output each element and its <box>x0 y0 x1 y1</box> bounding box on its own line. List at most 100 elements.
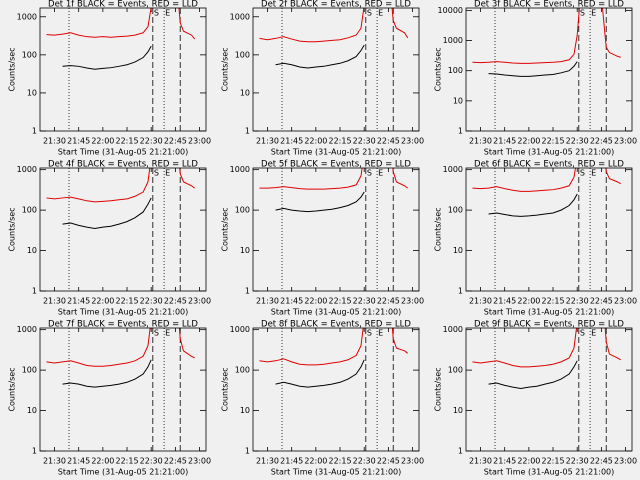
y-tick-label: 10000 <box>438 6 463 15</box>
series-line <box>488 360 578 390</box>
x-tick-label: 21:30 <box>43 137 66 146</box>
y-tick-label: 10 <box>453 246 463 255</box>
y-tick-label: 1000 <box>443 36 463 45</box>
plot-frame <box>39 7 207 132</box>
y-tick-label: 100 <box>235 50 250 59</box>
x-tick-label: 23:00 <box>614 137 637 146</box>
annotation: E <box>378 329 383 338</box>
chart-title: Det 1f BLACK = Events, RED = LLD <box>48 0 198 10</box>
x-tick-label: 22:45 <box>377 457 400 466</box>
plot-frame <box>465 167 633 292</box>
x-tick-label: 21:30 <box>43 457 66 466</box>
x-tick-label: 23:00 <box>614 297 637 306</box>
y-tick-label: 1000 <box>230 12 250 21</box>
x-axis-label: Start Time (31-Aug-05 21:21:00) <box>484 308 615 317</box>
chart-title: Det 3f BLACK = Events, RED = LLD <box>474 0 624 10</box>
series-line <box>275 191 365 213</box>
y-tick-label: 10 <box>27 406 37 415</box>
annotation: S <box>367 169 372 178</box>
x-tick-label: 23:00 <box>614 457 637 466</box>
x-tick-label: 21:45 <box>280 297 303 306</box>
y-tick-label: 1 <box>458 287 463 296</box>
plot-frame <box>465 7 633 132</box>
annotation: E <box>378 9 383 18</box>
y-tick-label: 1 <box>32 127 37 136</box>
y-tick-label: 1 <box>245 287 250 296</box>
y-tick-label: 10 <box>240 246 250 255</box>
y-tick-label: 1 <box>32 287 37 296</box>
x-tick-label: 22:15 <box>115 137 138 146</box>
y-tick-label: 10 <box>453 96 463 105</box>
series-line <box>259 168 409 190</box>
chart-title: Det 4f BLACK = Events, RED = LLD <box>48 160 198 170</box>
y-tick-label: 1 <box>458 127 463 136</box>
y-axis-label: Counts/sec <box>434 367 443 411</box>
x-tick-label: 21:30 <box>469 457 492 466</box>
plot-frame <box>252 167 420 292</box>
x-tick-label: 23:00 <box>401 297 424 306</box>
x-tick-label: 21:30 <box>43 297 66 306</box>
y-tick-label: 1 <box>245 447 250 456</box>
y-tick-label: 100 <box>448 66 463 75</box>
y-tick-label: 10 <box>453 406 463 415</box>
x-tick-label: 23:00 <box>401 457 424 466</box>
x-tick-label: 22:30 <box>140 297 163 306</box>
x-tick-label: 22:00 <box>91 457 114 466</box>
x-tick-label: 22:30 <box>353 137 376 146</box>
series-line <box>275 44 365 69</box>
x-tick-label: 21:45 <box>67 457 90 466</box>
x-tick-label: 22:15 <box>115 297 138 306</box>
y-axis-label: Counts/sec <box>434 47 443 91</box>
x-tick-label: 22:45 <box>377 297 400 306</box>
x-tick-label: 22:15 <box>328 457 351 466</box>
chart-title: Det 2f BLACK = Events, RED = LLD <box>261 0 411 10</box>
annotation: S <box>367 9 372 18</box>
plot-frame <box>39 327 207 452</box>
x-axis-label: Start Time (31-Aug-05 21:21:00) <box>58 148 189 157</box>
x-tick-label: 22:30 <box>566 137 589 146</box>
annotation: E <box>378 169 383 178</box>
y-tick-label: 10 <box>27 246 37 255</box>
x-tick-label: 22:15 <box>541 457 564 466</box>
x-tick-label: 22:30 <box>566 297 589 306</box>
plot-frame <box>465 327 633 452</box>
y-tick-label: 10 <box>27 88 37 97</box>
x-tick-label: 21:45 <box>67 297 90 306</box>
x-tick-label: 21:45 <box>493 297 516 306</box>
x-tick-label: 22:45 <box>590 297 613 306</box>
y-tick-label: 1 <box>458 447 463 456</box>
chart-title: Det 5f BLACK = Events, RED = LLD <box>261 160 411 170</box>
x-axis-label: Start Time (31-Aug-05 21:21:00) <box>271 148 402 157</box>
x-tick-label: 22:15 <box>541 137 564 146</box>
annotation: S <box>580 169 585 178</box>
chart-title: Det 9f BLACK = Events, RED = LLD <box>474 320 624 330</box>
y-tick-label: 1000 <box>230 165 250 174</box>
x-tick-label: 22:45 <box>164 457 187 466</box>
x-tick-label: 22:00 <box>517 297 540 306</box>
x-tick-label: 22:45 <box>164 137 187 146</box>
x-axis-label: Start Time (31-Aug-05 21:21:00) <box>271 308 402 317</box>
series-line <box>488 193 578 217</box>
x-tick-label: 22:15 <box>541 297 564 306</box>
x-tick-label: 22:00 <box>91 297 114 306</box>
chart-title: Det 6f BLACK = Events, RED = LLD <box>474 160 624 170</box>
series-line <box>472 168 621 192</box>
x-tick-label: 22:15 <box>328 297 351 306</box>
x-tick-label: 22:30 <box>140 137 163 146</box>
y-tick-label: 100 <box>235 206 250 215</box>
annotation: S <box>580 9 585 18</box>
annotation: E <box>165 169 170 178</box>
series-line <box>62 45 152 70</box>
y-tick-label: 100 <box>448 206 463 215</box>
x-axis-label: Start Time (31-Aug-05 21:21:00) <box>484 468 615 477</box>
y-tick-label: 100 <box>235 366 250 375</box>
annotation: E <box>591 329 596 338</box>
x-tick-label: 23:00 <box>188 137 211 146</box>
y-axis-label: Counts/sec <box>221 367 230 411</box>
series-line <box>62 197 152 230</box>
x-axis-label: Start Time (31-Aug-05 21:21:00) <box>58 308 189 317</box>
series-line <box>46 8 196 40</box>
x-tick-label: 22:45 <box>590 457 613 466</box>
x-tick-label: 21:30 <box>256 457 279 466</box>
y-tick-label: 1000 <box>17 325 37 334</box>
